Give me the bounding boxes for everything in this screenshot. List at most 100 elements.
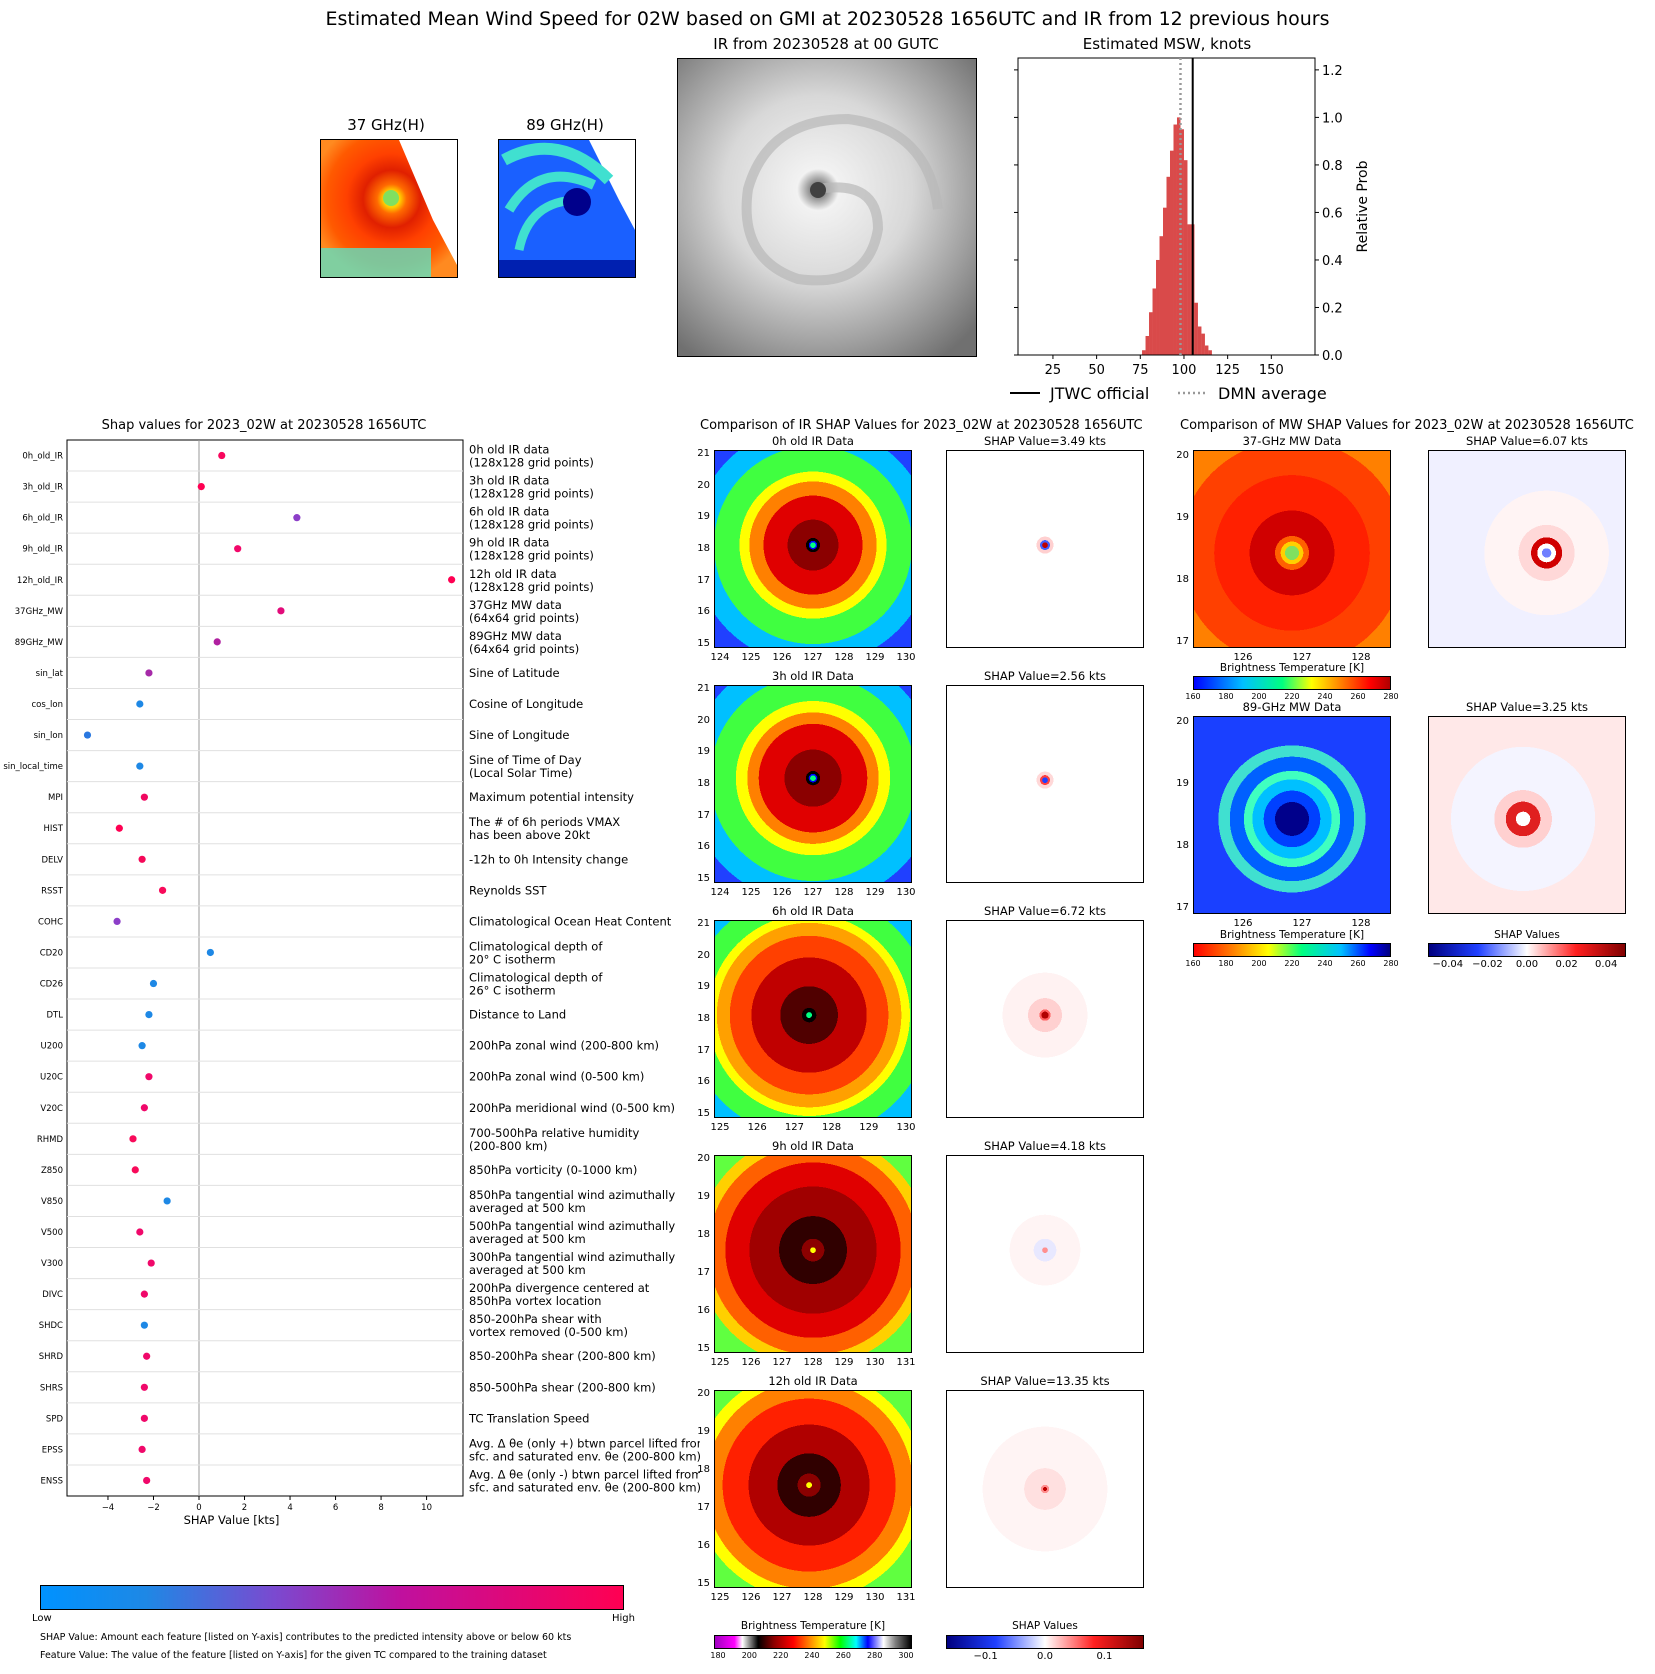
- mw37-bt-colorbar-label: Brightness Temperature [K]: [1219, 662, 1365, 674]
- shap-feature-name: DIVC: [42, 1290, 63, 1300]
- shap-point: [145, 1073, 153, 1081]
- shap-point: [140, 1104, 148, 1112]
- mw89-thumbnail: [498, 139, 636, 278]
- mw37-bt-tick: 220: [1284, 692, 1300, 701]
- ir-bt-tick: 200: [741, 1651, 757, 1660]
- ir-shap-image: [946, 685, 1144, 883]
- shap-point: [140, 793, 148, 801]
- shap-feature-name: HIST: [44, 824, 64, 834]
- shap-feature-desc: (Local Solar Time): [469, 766, 573, 780]
- ir-row-data-title: 3h old IR Data: [772, 669, 854, 683]
- shap-feature-name: DTL: [47, 1011, 64, 1021]
- ir-ytick-label: 16: [697, 1076, 710, 1088]
- mw-xtick-label: 126: [1233, 652, 1253, 663]
- ir-bt-tick: 180: [710, 1651, 726, 1660]
- shap-feature-name: 89GHz_MW: [15, 638, 64, 648]
- msw-bar: [1180, 129, 1184, 355]
- mw37-thumb-title: 37 GHz(H): [347, 116, 425, 134]
- ir-ytick-label: 18: [697, 1464, 710, 1475]
- msw-ytick-label: 0.0: [1322, 349, 1343, 364]
- msw-bar: [1173, 124, 1177, 355]
- ir-bt-tick: 220: [773, 1651, 789, 1660]
- msw-ytick-label: 1.2: [1322, 64, 1343, 79]
- shap-point: [147, 1259, 155, 1267]
- ir-ytick-label: 17: [697, 574, 710, 586]
- mw89-bt-tick: 240: [1317, 959, 1333, 968]
- shap-xlabel: SHAP Value [kts]: [184, 1513, 280, 1527]
- msw-xtick-label: 25: [1045, 363, 1062, 378]
- shap-point: [129, 1135, 137, 1143]
- shap-feature-name: 12h_old_IR: [17, 576, 63, 586]
- ir-ytick-label: 19: [697, 981, 710, 993]
- shap-feature-desc: 300hPa tangential wind azimuthally: [469, 1250, 675, 1264]
- msw-bar: [1197, 326, 1202, 355]
- shap-feature-desc: Sine of Time of Day: [469, 753, 582, 767]
- shap-point: [140, 1290, 148, 1298]
- shap-feature-desc: Cosine of Longitude: [469, 697, 583, 711]
- shap-xtick-label: −4: [102, 1503, 115, 1513]
- ir-ytick-label: 19: [697, 1191, 710, 1202]
- ir-xtick-label: 130: [896, 887, 916, 898]
- shap-xtick-label: 2: [242, 1503, 247, 1513]
- ir-shap-image: [946, 1390, 1144, 1588]
- msw-xtick-label: 50: [1088, 363, 1105, 378]
- shap-feature-desc: 200hPa meridional wind (0-500 km): [469, 1101, 675, 1115]
- shap-value-note: SHAP Value: Amount each feature [listed …: [40, 1632, 572, 1643]
- shap-feature-desc: 6h old IR data: [469, 505, 549, 519]
- msw-bar: [1152, 288, 1157, 355]
- ir-xtick-label: 126: [772, 887, 792, 898]
- shap-point: [136, 1228, 144, 1236]
- shap-feature-name: MPI: [48, 793, 63, 803]
- mw89-bt-tick: 280: [1383, 959, 1399, 968]
- shap-point: [138, 855, 146, 863]
- shap-feature-desc: averaged at 500 km: [469, 1263, 586, 1277]
- ir-xtick-label: 129: [834, 1357, 854, 1368]
- shap-feature-desc: 200hPa zonal wind (200-800 km): [469, 1039, 659, 1053]
- shap-feature-desc: (128x128 grid points): [469, 518, 594, 532]
- shap-point: [163, 1197, 171, 1205]
- mw-shap-image: [1428, 716, 1626, 914]
- shap-feature-desc: 3h old IR data: [469, 474, 549, 488]
- mw37-bt-tick: 240: [1317, 692, 1333, 701]
- mw37-bt-tick: 200: [1251, 692, 1267, 701]
- shap-feature-name: EPSS: [42, 1445, 63, 1455]
- shap-panel-title: Shap values for 2023_02W at 20230528 165…: [101, 418, 427, 433]
- mw37-bt-tick: 160: [1185, 692, 1201, 701]
- msw-bar: [1176, 117, 1181, 356]
- ir-xtick-label: 127: [784, 1122, 804, 1133]
- shap-feature-desc: (200-800 km): [469, 1139, 548, 1153]
- mw-shap-image: [1428, 450, 1626, 648]
- shap-point: [136, 762, 144, 770]
- msw-axes-frame: [1017, 57, 1316, 356]
- ir-ytick-label: 17: [697, 1044, 710, 1056]
- ir-xtick-label: 128: [803, 1592, 823, 1603]
- msw-bar: [1183, 160, 1188, 355]
- shap-point: [143, 1476, 151, 1485]
- mw-ytick-label: 20: [1176, 450, 1189, 461]
- shap-point: [140, 1414, 148, 1422]
- ir-bt-tick: 280: [867, 1651, 883, 1660]
- shap-point: [149, 979, 158, 988]
- ir-ytick-label: 15: [697, 873, 710, 884]
- ir-thumbnail: [677, 58, 977, 357]
- shap-feature-name: sin_lon: [34, 731, 63, 741]
- shap-point: [136, 700, 144, 708]
- colorbar-low-label: Low: [32, 1613, 52, 1624]
- shap-feature-desc: Sine of Longitude: [469, 728, 569, 742]
- shap-xtick-label: −2: [147, 1503, 160, 1513]
- figure-title: Estimated Mean Wind Speed for 02W based …: [325, 8, 1330, 30]
- mw89-bt-colorbar-label: Brightness Temperature [K]: [1219, 929, 1365, 941]
- ir-data-image: [714, 450, 912, 648]
- shap-feature-name: ENSS: [40, 1476, 63, 1486]
- mw-shap-tick: −0.02: [1472, 959, 1503, 970]
- ir-xtick-label: 128: [822, 1122, 842, 1133]
- mw-xtick-label: 128: [1351, 652, 1371, 663]
- ir-row-data-title: 9h old IR Data: [772, 1139, 854, 1153]
- ir-xtick-label: 129: [834, 1592, 854, 1603]
- ir-thumb-title: IR from 20230528 at 00 GUTC: [713, 35, 939, 53]
- shap-feature-desc: TC Translation Speed: [468, 1411, 589, 1425]
- ir-row-shap-title: SHAP Value=2.56 kts: [983, 669, 1107, 683]
- shap-feature-name: 9h_old_IR: [22, 545, 63, 555]
- shap-point: [143, 1352, 151, 1360]
- ir-xtick-label: 129: [865, 652, 885, 663]
